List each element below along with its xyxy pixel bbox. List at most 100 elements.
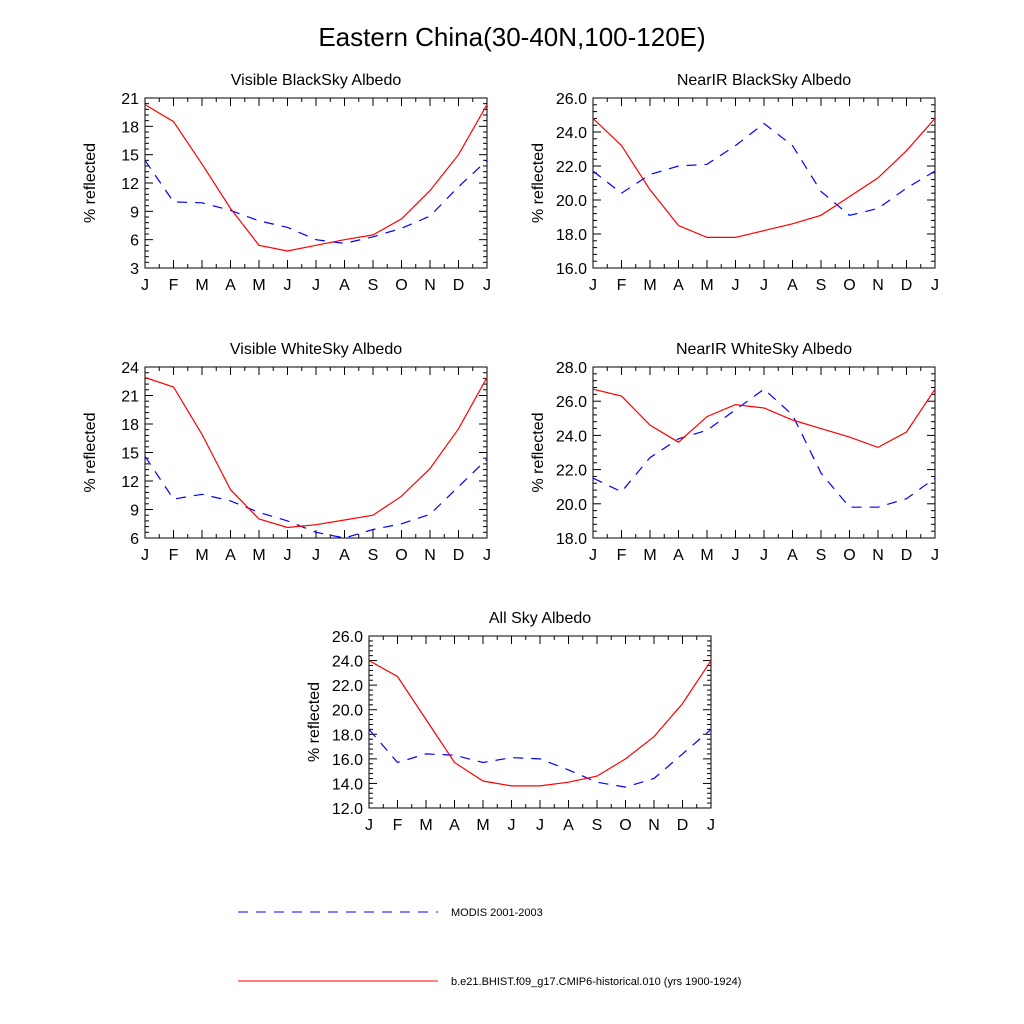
x-tick-label: D xyxy=(453,277,465,294)
y-tick-label: 22.0 xyxy=(332,678,363,695)
y-axis-label: % reflected xyxy=(530,412,547,492)
y-tick-label: 20.0 xyxy=(556,193,587,210)
y-tick-label: 6 xyxy=(130,531,139,548)
x-tick-label: O xyxy=(843,277,855,294)
y-tick-label: 18 xyxy=(121,119,139,136)
x-tick-label: S xyxy=(816,547,827,564)
y-tick-label: 26.0 xyxy=(556,91,587,108)
x-tick-label: M xyxy=(476,817,489,834)
y-tick-label: 18.0 xyxy=(556,227,587,244)
y-tick-label: 24 xyxy=(121,360,139,377)
x-tick-label: N xyxy=(648,817,660,834)
x-tick-label: F xyxy=(393,817,403,834)
plot-frame xyxy=(144,366,488,539)
y-tick-label: 24.0 xyxy=(332,654,363,671)
x-tick-label: J xyxy=(284,547,292,564)
x-tick-label: D xyxy=(901,547,913,564)
x-tick-label: A xyxy=(339,547,350,564)
y-tick-label: 18.0 xyxy=(556,531,587,548)
x-tick-label: F xyxy=(169,547,179,564)
x-tick-label: F xyxy=(169,277,179,294)
x-tick-label: M xyxy=(252,547,265,564)
x-tick-label: M xyxy=(700,547,713,564)
x-tick-label: J xyxy=(931,277,939,294)
x-tick-label: N xyxy=(424,547,436,564)
x-tick-label: J xyxy=(760,277,768,294)
x-tick-label: S xyxy=(816,277,827,294)
x-tick-label: A xyxy=(787,277,798,294)
y-tick-label: 20.0 xyxy=(556,497,587,514)
x-tick-label: J xyxy=(589,547,597,564)
y-axis-label: % reflected xyxy=(82,412,99,492)
legend-label-model: b.e21.BHIST.f09_g17.CMIP6-historical.010… xyxy=(451,976,741,988)
x-tick-label: M xyxy=(195,277,208,294)
x-tick-label: A xyxy=(339,277,350,294)
y-tick-label: 22.0 xyxy=(556,463,587,480)
x-tick-label: O xyxy=(395,277,407,294)
y-tick-label: 15 xyxy=(121,148,139,165)
x-tick-label: A xyxy=(225,277,236,294)
x-tick-label: M xyxy=(700,277,713,294)
x-tick-label: F xyxy=(617,547,627,564)
series-line-model xyxy=(368,660,712,787)
x-tick-label: D xyxy=(453,547,465,564)
x-tick-label: J xyxy=(365,817,373,834)
x-tick-label: A xyxy=(673,277,684,294)
x-tick-label: J xyxy=(732,547,740,564)
y-tick-label: 6 xyxy=(130,233,139,250)
x-tick-label: S xyxy=(368,277,379,294)
series-line-modis xyxy=(144,455,488,539)
y-tick-label: 20.0 xyxy=(332,703,363,720)
panel-title: Visible WhiteSky Albedo xyxy=(230,341,402,358)
series-line-modis xyxy=(368,728,712,788)
y-tick-label: 9 xyxy=(130,503,139,520)
x-tick-label: A xyxy=(225,547,236,564)
figure-title: Eastern China(30-40N,100-120E) xyxy=(318,22,706,52)
x-tick-label: A xyxy=(673,547,684,564)
y-axis-label: % reflected xyxy=(82,143,99,223)
x-tick-label: J xyxy=(312,277,320,294)
x-tick-label: J xyxy=(707,817,715,834)
x-tick-label: A xyxy=(563,817,574,834)
y-tick-label: 18.0 xyxy=(332,727,363,744)
panel-title: Visible BlackSky Albedo xyxy=(231,72,402,89)
y-tick-label: 21 xyxy=(121,389,139,406)
plot-frame xyxy=(592,366,936,539)
series-line-model xyxy=(144,376,488,529)
x-tick-label: M xyxy=(252,277,265,294)
y-tick-label: 26.0 xyxy=(556,394,587,411)
y-tick-label: 12 xyxy=(121,474,139,491)
y-tick-label: 24.0 xyxy=(556,428,587,445)
series-line-modis xyxy=(592,122,936,216)
x-tick-label: A xyxy=(787,547,798,564)
x-tick-label: N xyxy=(872,277,884,294)
x-tick-label: A xyxy=(449,817,460,834)
y-tick-label: 18 xyxy=(121,417,139,434)
y-axis-label: % reflected xyxy=(530,143,547,223)
x-tick-label: J xyxy=(483,277,491,294)
y-tick-label: 15 xyxy=(121,446,139,463)
x-tick-label: J xyxy=(141,277,149,294)
series-line-model xyxy=(144,104,488,252)
y-tick-label: 28.0 xyxy=(556,360,587,377)
x-tick-label: D xyxy=(677,817,689,834)
series-line-modis xyxy=(144,159,488,245)
x-tick-label: J xyxy=(760,547,768,564)
x-tick-label: O xyxy=(843,547,855,564)
x-tick-label: O xyxy=(395,547,407,564)
x-tick-label: J xyxy=(284,277,292,294)
panel-title: NearIR WhiteSky Albedo xyxy=(676,341,852,358)
x-tick-label: S xyxy=(368,547,379,564)
x-tick-label: J xyxy=(536,817,544,834)
x-tick-label: F xyxy=(617,277,627,294)
y-tick-label: 9 xyxy=(130,204,139,221)
x-tick-label: D xyxy=(901,277,913,294)
plot-frame xyxy=(368,635,712,809)
y-tick-label: 21 xyxy=(121,91,139,108)
